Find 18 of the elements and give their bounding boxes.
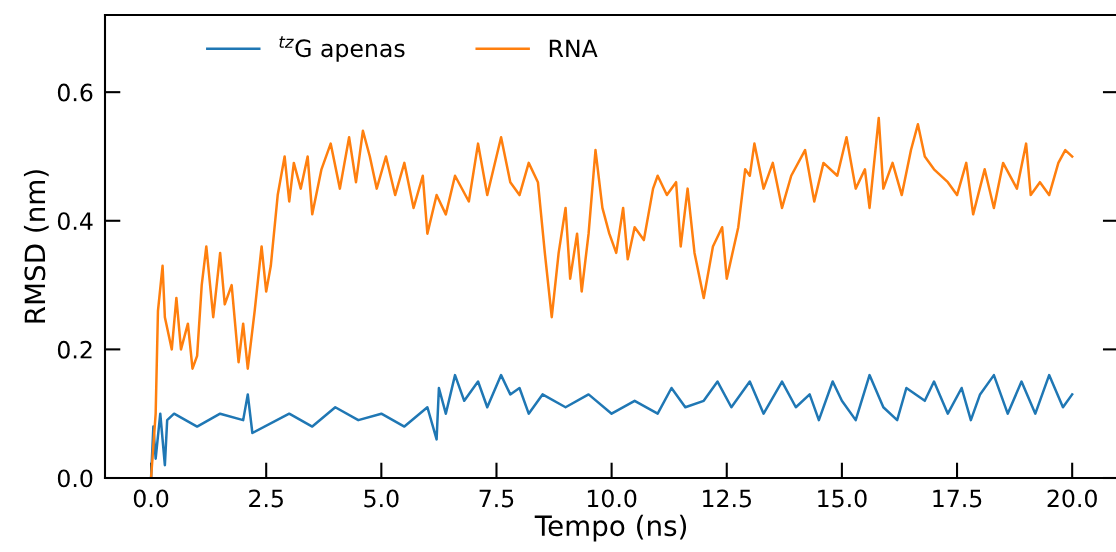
- x-tick-label: 20.0: [1047, 489, 1097, 508]
- legend-label: RNA: [549, 39, 598, 58]
- x-tick-label: 10.0: [587, 489, 637, 508]
- x-tick-label: 17.5: [933, 489, 982, 508]
- x-tick-label: 15.0: [818, 489, 867, 508]
- y-tick-label: 0.4: [57, 212, 93, 231]
- y-tick-label: 0.2: [57, 340, 92, 359]
- x-tick-label: 0.0: [133, 489, 169, 508]
- x-tick-label: 2.5: [249, 489, 283, 508]
- y-axis-title: RMSD (nm): [23, 170, 49, 323]
- y-tick-label: 0.6: [57, 83, 93, 102]
- y-tick-label: 0.0: [57, 469, 93, 488]
- legend-label: $^{tz}$G apenas: [279, 36, 405, 62]
- x-tick-label: 7.5: [479, 489, 514, 508]
- x-tick-label: 12.5: [703, 489, 751, 508]
- x-axis-title: Tempo (ns): [534, 514, 687, 542]
- line-series: [149, 116, 1074, 478]
- x-tick-label: 5.0: [364, 489, 399, 508]
